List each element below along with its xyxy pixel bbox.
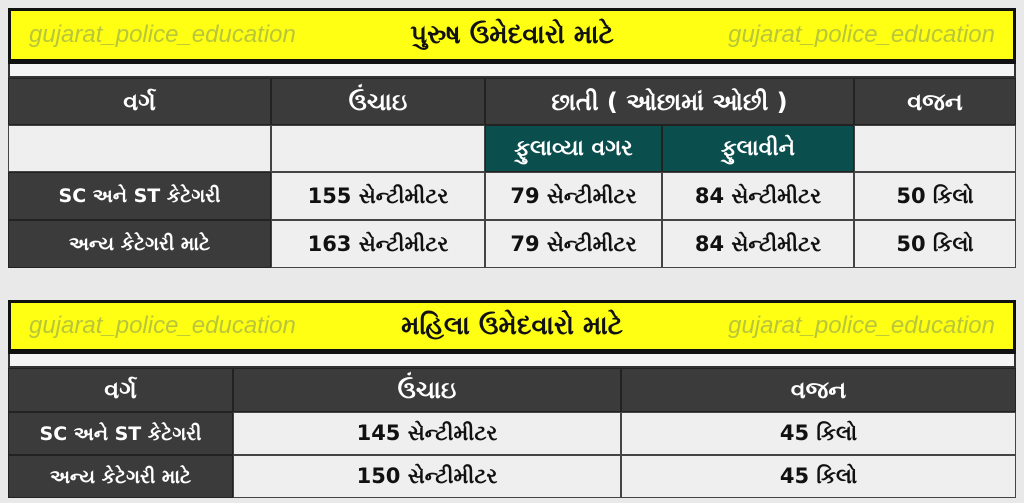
cell-height: 163 સેન્ટીમીટર — [271, 220, 485, 268]
header-height: ઉંચાઇ — [233, 368, 621, 412]
cell-chest-expanded: 84 સેન્ટીમીટર — [662, 172, 854, 220]
header-category: વર્ગ — [8, 78, 271, 125]
cell-weight: 50 કિલો — [854, 172, 1016, 220]
chest-unexpanded: ફુલાવ્યા વગર — [485, 125, 662, 172]
watermark: gujarat_police_education — [29, 21, 296, 48]
cell-height: 155 સેન્ટીમીટર — [271, 172, 485, 220]
empty-cell — [8, 125, 271, 172]
cell-weight: 50 કિલો — [854, 220, 1016, 268]
row-label: અન્ય કેટેગરી માટે — [8, 455, 233, 498]
cell-height: 145 સેન્ટીમીટર — [233, 412, 621, 455]
watermark: gujarat_police_education — [728, 21, 995, 48]
row-label: SC અને ST કેટેગરી — [8, 412, 233, 455]
cell-chest-unexpanded: 79 સેન્ટીમીટર — [485, 220, 662, 268]
divider — [8, 354, 1016, 368]
watermark: gujarat_police_education — [728, 312, 995, 339]
cell-height: 150 સેન્ટીમીટર — [233, 455, 621, 498]
header-weight: વજન — [854, 78, 1016, 125]
female-banner: gujarat_police_education મહિલા ઉમેદવારો … — [8, 300, 1016, 354]
watermark: gujarat_police_education — [29, 312, 296, 339]
row-label: અન્ય કેટેગરી માટે — [8, 220, 271, 268]
header-category: વર્ગ — [8, 368, 233, 412]
cell-weight: 45 કિલો — [621, 455, 1016, 498]
header-chest: છાતી ( ઓછામાં ઓછી ) — [485, 78, 854, 125]
row-label: SC અને ST કેટેગરી — [8, 172, 271, 220]
male-banner: gujarat_police_education પુરુષ ઉમેદવારો … — [8, 8, 1016, 64]
header-height: ઉંચાઇ — [271, 78, 485, 125]
cell-chest-expanded: 84 સેન્ટીમીટર — [662, 220, 854, 268]
cell-chest-unexpanded: 79 સેન્ટીમીટર — [485, 172, 662, 220]
empty-cell — [271, 125, 485, 172]
header-weight: વજન — [621, 368, 1016, 412]
cell-weight: 45 કિલો — [621, 412, 1016, 455]
male-title: પુરુષ ઉમેદવારો માટે — [410, 19, 614, 50]
female-title: મહિલા ઉમેદવારો માટે — [401, 310, 623, 341]
empty-cell — [854, 125, 1016, 172]
chest-expanded: ફુલાવીને — [662, 125, 854, 172]
divider — [8, 64, 1016, 78]
